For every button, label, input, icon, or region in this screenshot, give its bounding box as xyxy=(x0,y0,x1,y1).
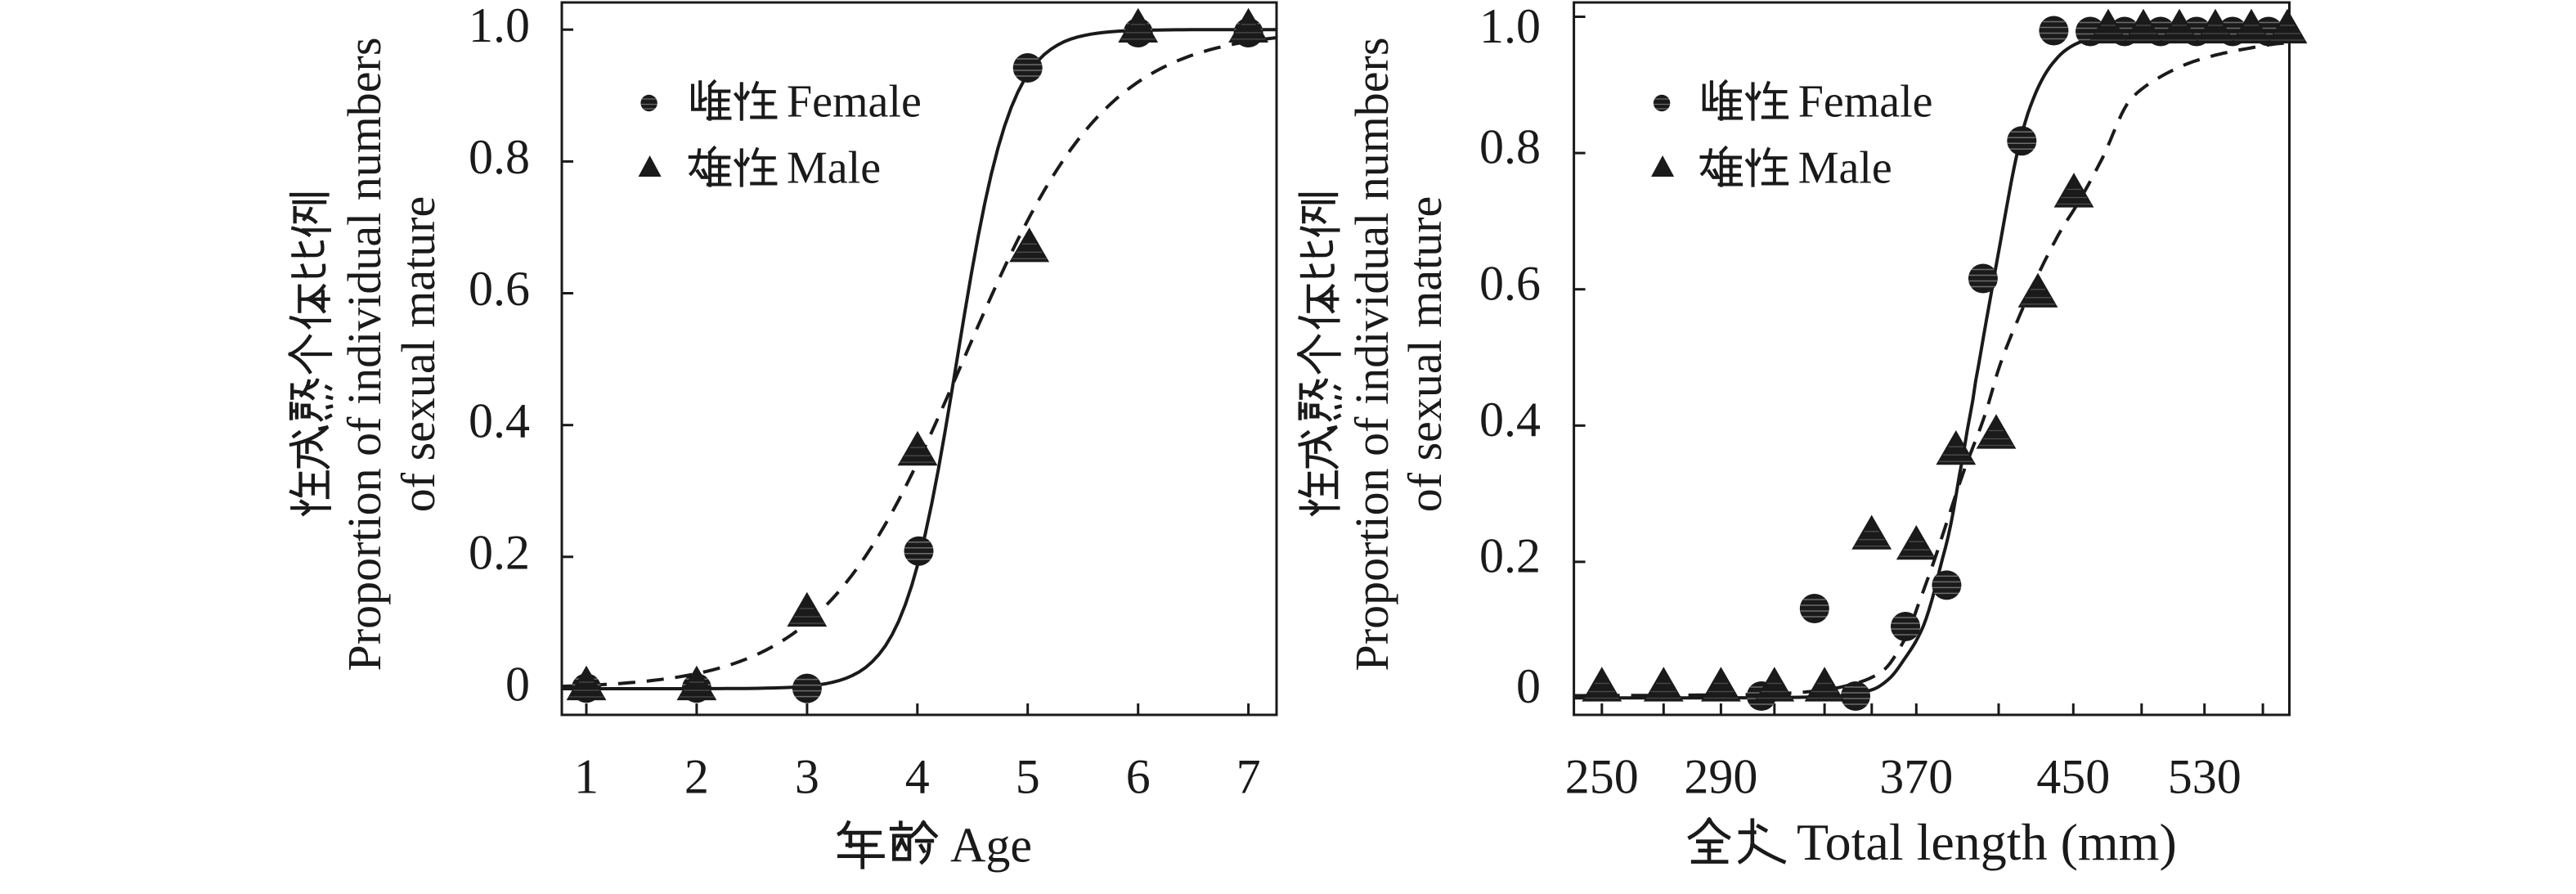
svg-text:Male: Male xyxy=(1798,142,1892,193)
svg-text:Total length (mm): Total length (mm) xyxy=(1797,813,2177,871)
svg-text:of sexual mature: of sexual mature xyxy=(392,196,445,513)
svg-text:7: 7 xyxy=(1236,750,1261,804)
svg-text:290: 290 xyxy=(1684,750,1757,804)
svg-text:2: 2 xyxy=(684,750,709,804)
svg-text:1.0: 1.0 xyxy=(469,0,530,52)
svg-text:6: 6 xyxy=(1126,750,1151,804)
svg-text:0.6: 0.6 xyxy=(469,262,530,316)
svg-text:0.2: 0.2 xyxy=(469,526,530,580)
svg-text:250: 250 xyxy=(1565,750,1639,804)
svg-text:3: 3 xyxy=(795,750,819,804)
svg-text:5: 5 xyxy=(1016,750,1040,804)
svg-text:0.4: 0.4 xyxy=(1479,393,1541,447)
svg-text:0.2: 0.2 xyxy=(1479,529,1541,583)
svg-text:0: 0 xyxy=(1516,659,1541,713)
svg-text:0.8: 0.8 xyxy=(469,130,530,184)
svg-text:370: 370 xyxy=(1879,750,1953,804)
svg-text:1.0: 1.0 xyxy=(1479,0,1541,53)
svg-text:530: 530 xyxy=(2168,750,2242,804)
svg-text:Age: Age xyxy=(950,819,1032,873)
svg-text:0: 0 xyxy=(505,658,530,712)
svg-text:Female: Female xyxy=(1798,76,1933,127)
svg-text:1: 1 xyxy=(574,750,599,804)
svg-text:0.6: 0.6 xyxy=(1479,257,1541,311)
svg-text:Female: Female xyxy=(787,76,922,127)
svg-text:0.8: 0.8 xyxy=(1479,120,1541,174)
svg-text:0.4: 0.4 xyxy=(469,393,530,447)
svg-text:Proportion of individual numbe: Proportion of individual numbers xyxy=(1345,38,1398,672)
svg-text:Proportion of individual numbe: Proportion of individual numbers xyxy=(338,38,391,672)
svg-text:4: 4 xyxy=(905,750,930,804)
svg-text:of sexual mature: of sexual mature xyxy=(1398,196,1452,513)
svg-text:450: 450 xyxy=(2036,750,2110,804)
svg-text:Male: Male xyxy=(787,142,881,193)
